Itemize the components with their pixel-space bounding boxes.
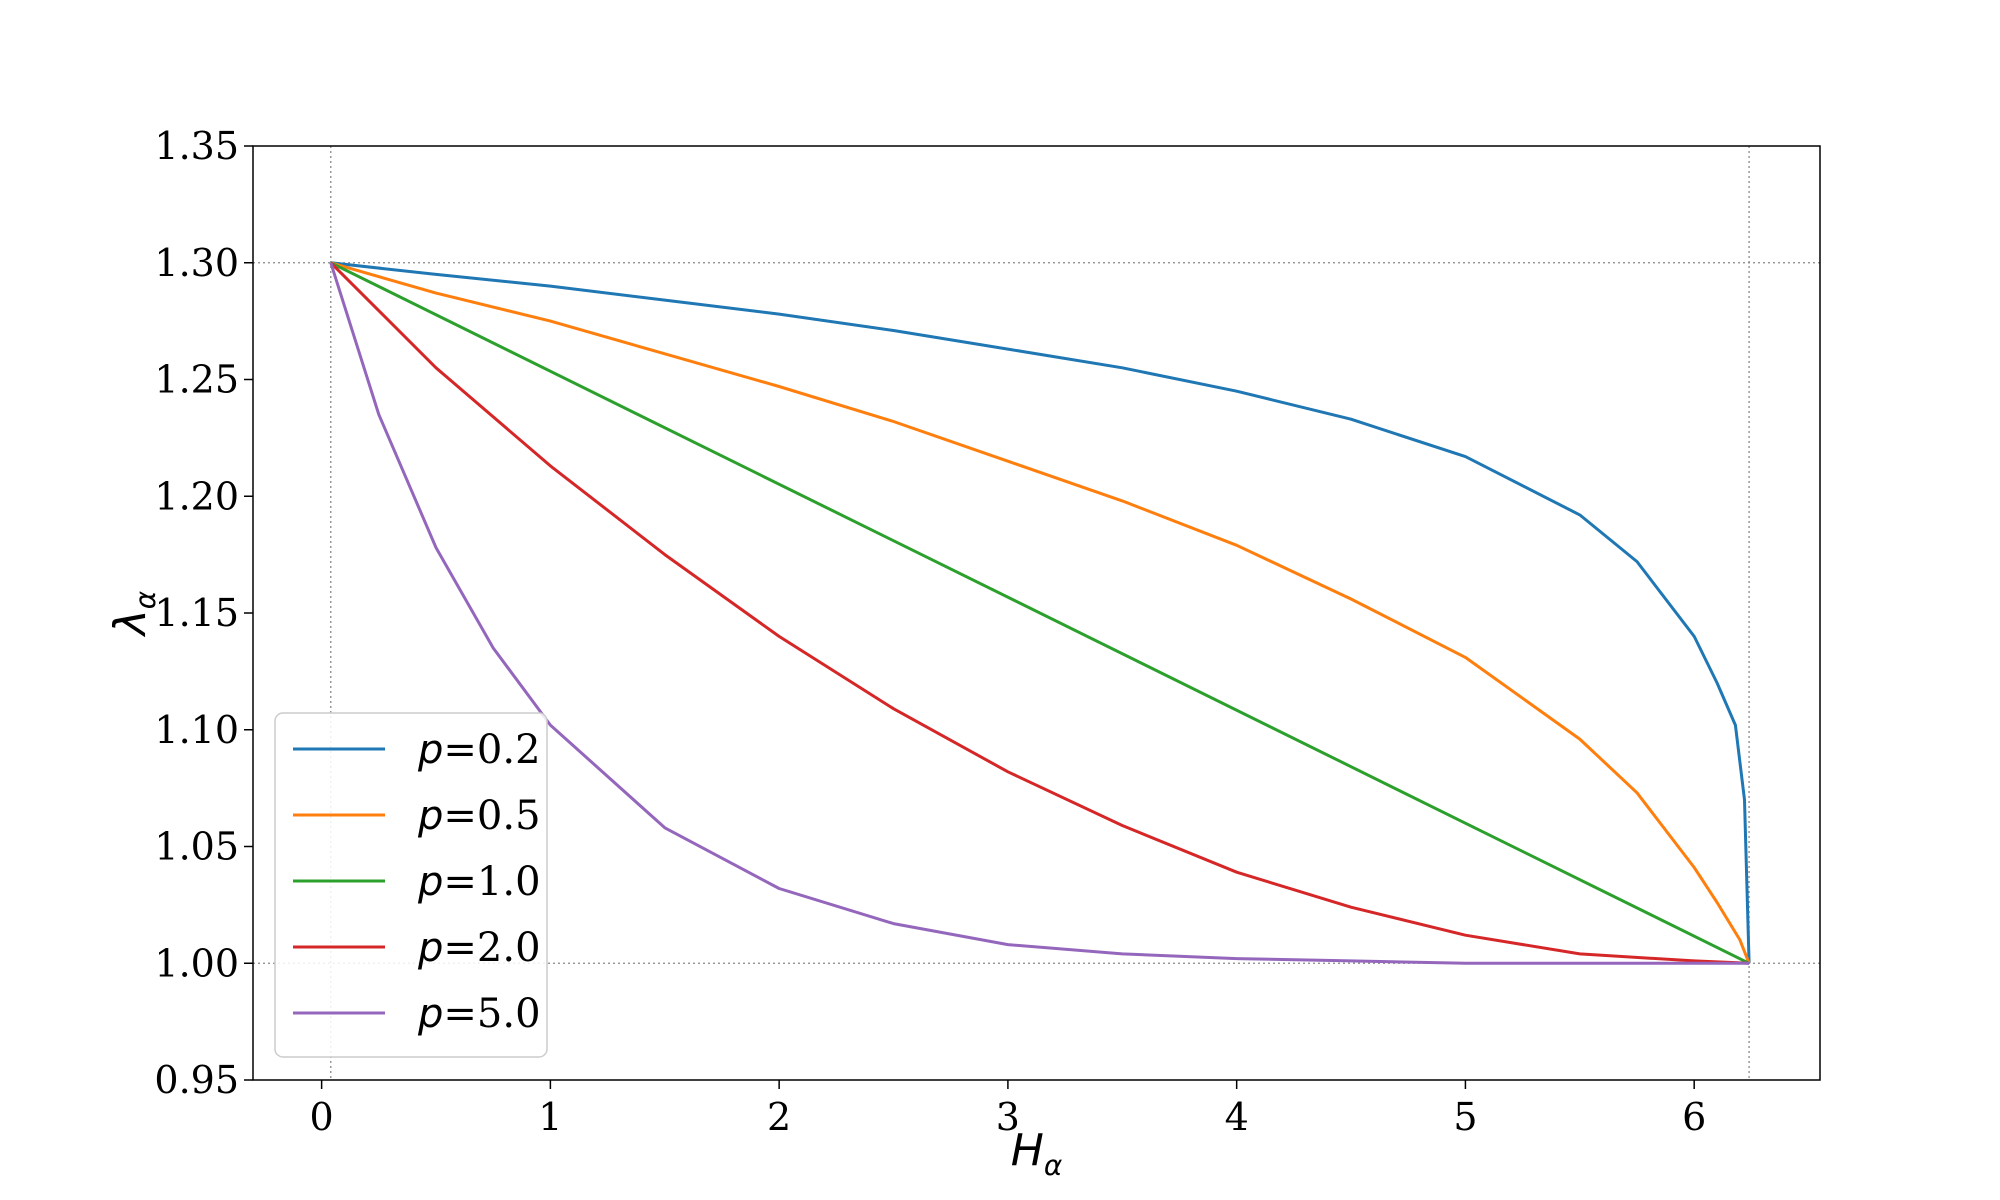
y-axis: 0.95 1.00 1.05 1.10 1.15 1.20 1.25 1.30 1.35 xyxy=(154,124,253,1102)
legend-box xyxy=(274,712,548,1058)
y-tick-label: 1.30 xyxy=(154,241,239,285)
legend-entry-label: p=5.0 xyxy=(417,991,541,1037)
y-tick-label: 1.25 xyxy=(154,358,239,402)
series-line-0 xyxy=(330,261,1751,964)
y-tick-label: 0.95 xyxy=(154,1058,239,1102)
series-lines xyxy=(329,261,1751,965)
x-tick-label: 4 xyxy=(1225,1095,1249,1139)
legend-entry-label: p=0.5 xyxy=(417,793,541,839)
y-tick-label: 1.05 xyxy=(154,825,239,869)
legend-entry-label: p=0.2 xyxy=(417,727,541,773)
x-tick-label: 3 xyxy=(996,1095,1020,1139)
legend: p=0.2 p=0.5 p=1.0 p=2.0 p=5.0 xyxy=(274,712,548,1058)
y-tick-label: 1.00 xyxy=(154,941,239,985)
y-tick-label: 1.10 xyxy=(154,708,239,752)
series-line-1 xyxy=(330,261,1751,964)
legend-entry-label: p=1.0 xyxy=(417,859,541,905)
y-axis-label: λα xyxy=(105,590,162,637)
series-line-3 xyxy=(329,261,1750,965)
y-tick-label: 1.35 xyxy=(154,124,239,168)
series-line-4 xyxy=(329,262,1750,965)
x-axis: 0 1 2 3 4 5 6 xyxy=(310,1080,1706,1139)
x-tick-label: 2 xyxy=(767,1095,791,1139)
legend-entry-label: p=2.0 xyxy=(417,925,541,971)
y-tick-label: 1.15 xyxy=(154,591,239,635)
x-tick-label: 1 xyxy=(538,1095,562,1139)
x-axis-label: Hα xyxy=(1011,1125,1063,1182)
y-tick-label: 1.20 xyxy=(154,474,239,518)
x-tick-label: 5 xyxy=(1453,1095,1477,1139)
x-tick-label: 6 xyxy=(1682,1095,1706,1139)
series-line-2 xyxy=(330,261,1750,965)
x-tick-label: 0 xyxy=(310,1095,334,1139)
